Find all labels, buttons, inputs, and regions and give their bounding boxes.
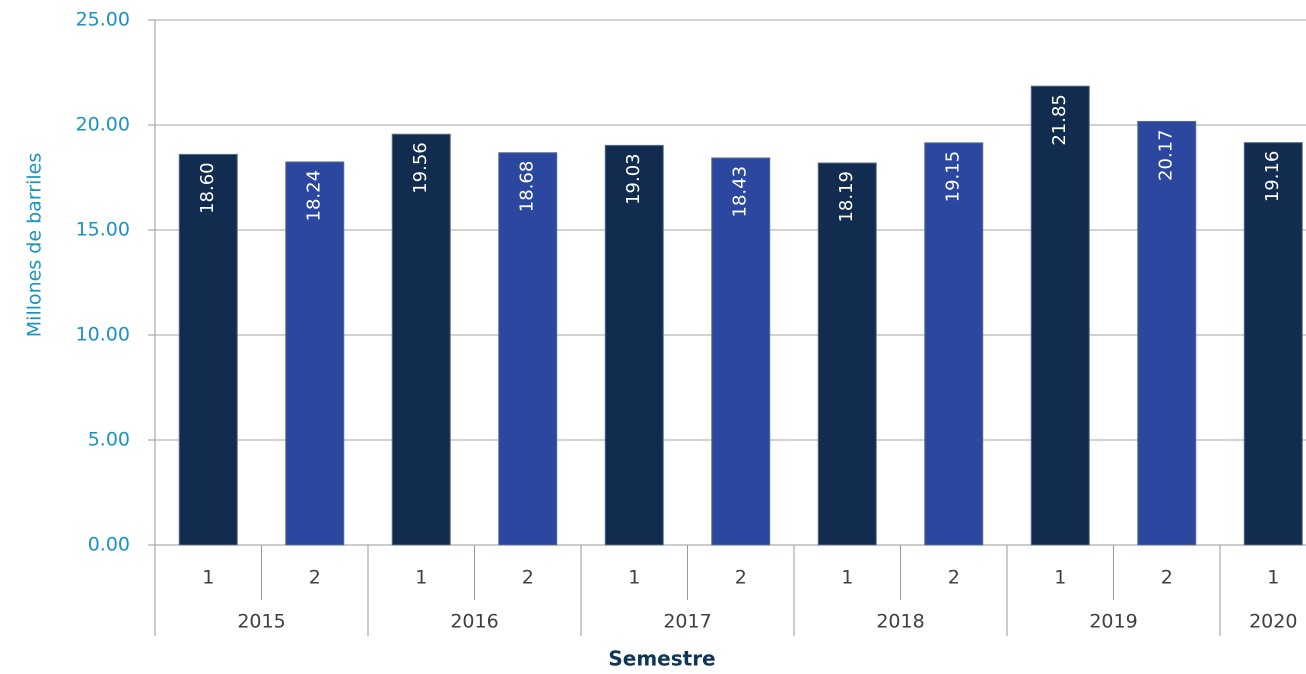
group-label: 2017	[663, 611, 711, 633]
value-label: 18.24	[304, 170, 325, 222]
y-tick-label: 5.00	[88, 429, 130, 451]
value-label: 18.68	[517, 161, 538, 213]
x-axis-title: Semestre	[608, 647, 715, 671]
x-tick-label: 2	[948, 567, 960, 589]
value-label: 18.43	[730, 166, 751, 218]
x-tick-label: 2	[1161, 567, 1173, 589]
x-tick-label: 1	[1054, 567, 1066, 589]
group-label: 2016	[450, 611, 498, 633]
bar	[711, 157, 771, 546]
value-label: 19.16	[1262, 151, 1283, 203]
group-label: 2019	[1089, 611, 1137, 633]
bar	[817, 162, 877, 546]
y-tick-label: 25.00	[76, 9, 130, 31]
value-label: 19.15	[943, 151, 964, 203]
x-tick-label: 1	[415, 567, 427, 589]
y-tick-label: 20.00	[76, 114, 130, 136]
y-axis-title: Millones de barriles	[24, 153, 46, 337]
y-tick-label: 15.00	[76, 219, 130, 241]
bar	[924, 142, 984, 546]
x-tick-label: 2	[309, 567, 321, 589]
x-tick-label: 2	[522, 567, 534, 589]
x-tick-label: 1	[202, 567, 214, 589]
group-label: 2018	[876, 611, 924, 633]
y-tick-label: 0.00	[88, 534, 130, 556]
value-label: 19.03	[623, 153, 644, 205]
value-label: 18.19	[836, 171, 857, 223]
x-tick-label: 1	[841, 567, 853, 589]
group-label: 2015	[237, 611, 285, 633]
x-tick-label: 1	[628, 567, 640, 589]
y-tick-label: 10.00	[76, 324, 130, 346]
value-label: 19.56	[410, 142, 431, 194]
bar	[1137, 120, 1197, 546]
value-label: 18.60	[197, 162, 218, 214]
x-tick-label: 1	[1267, 567, 1279, 589]
x-tick-label: 2	[735, 567, 747, 589]
group-label: 2020	[1249, 611, 1297, 633]
bar	[498, 152, 558, 546]
value-label: 20.17	[1156, 129, 1177, 181]
bar	[391, 133, 451, 546]
bar	[1243, 142, 1303, 546]
value-label: 21.85	[1049, 94, 1070, 146]
bar	[604, 144, 664, 546]
bar	[1030, 85, 1090, 546]
bar	[285, 161, 345, 546]
bar	[178, 153, 238, 546]
